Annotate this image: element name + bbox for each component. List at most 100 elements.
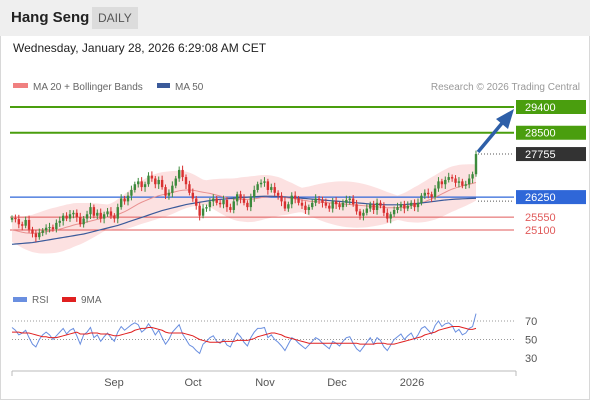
candle-body (253, 189, 256, 198)
candle-body (34, 233, 38, 238)
candle-body (27, 219, 31, 230)
pivot-tag (516, 190, 586, 205)
candle-body (82, 218, 85, 225)
candle-body (273, 187, 276, 193)
timeframe-badge[interactable]: DAILY (92, 7, 138, 29)
target-tag (516, 100, 586, 114)
candle-body (331, 201, 334, 209)
candle-body (167, 192, 171, 196)
forecast-arrow-head (496, 109, 514, 129)
candle-body (314, 198, 317, 203)
rsi-legend: RSI 9MA (13, 295, 102, 306)
candle-body (471, 174, 474, 179)
x-tick-label: Dec (327, 377, 347, 389)
candle-body (338, 204, 341, 208)
candle-body (137, 181, 140, 185)
candle-body (413, 202, 416, 208)
candle-body (232, 201, 235, 210)
rsi-line (11, 313, 477, 355)
candle-body (85, 214, 89, 219)
candle-body (382, 205, 386, 213)
candle-body (150, 175, 154, 179)
rsi-ma-line (12, 326, 477, 345)
candle-body (450, 177, 454, 179)
candle-body (365, 208, 369, 213)
candle-body (212, 198, 215, 202)
instrument-title: Hang Seng (11, 9, 90, 26)
candle-body (14, 217, 17, 220)
candle-body (444, 179, 447, 185)
candle-body (263, 181, 266, 183)
candle-body (396, 207, 399, 210)
candle-body (10, 217, 14, 220)
candle-body (113, 215, 116, 219)
candle-body (464, 184, 467, 186)
candle-body (467, 178, 471, 185)
x-tick-label: 2026 (400, 377, 424, 389)
bollinger-band (12, 164, 476, 254)
rsi-tick-label: 30 (525, 353, 537, 365)
candle-body (420, 195, 423, 203)
ma9-legend-label: 9MA (81, 295, 102, 306)
rsi-panel: 70 50 30 (11, 313, 537, 365)
candle-body (119, 198, 123, 208)
candle-body (123, 198, 126, 202)
candle-body (454, 178, 457, 183)
ma50-legend-label: MA 50 (175, 82, 204, 93)
candle-body (304, 205, 307, 210)
candle-body (362, 212, 365, 216)
candle-body (174, 178, 177, 186)
candle-body (61, 215, 65, 221)
candle-body (427, 192, 430, 195)
candle-body (215, 198, 218, 203)
candle-body (92, 207, 96, 216)
candle-body (109, 211, 113, 216)
legend: MA 20 + Bollinger Bands MA 50 Research ©… (13, 82, 580, 93)
candle-body (225, 199, 229, 208)
candle-body (399, 204, 403, 208)
candle-body (38, 232, 41, 238)
candle-body (280, 195, 283, 202)
candle-body (334, 201, 338, 205)
support-label: 25550 (525, 212, 556, 224)
candle-body (256, 184, 259, 190)
candle-body (55, 222, 58, 230)
chart-datetime: Wednesday, January 28, 2026 6:29:08 AM C… (13, 41, 267, 55)
candle-body (154, 178, 157, 185)
candle-body (276, 192, 280, 196)
candle-body (229, 207, 232, 210)
candle-body (195, 198, 198, 206)
rsi-legend-swatch (13, 297, 27, 302)
ma20-legend-label: MA 20 + Bollinger Bands (33, 82, 143, 93)
candle-body (461, 181, 464, 186)
candle-body (133, 184, 137, 190)
candle-body (188, 184, 191, 193)
candle-body (457, 181, 461, 183)
candle-body (321, 199, 324, 203)
candle-body (246, 202, 249, 208)
candle-body (369, 204, 372, 209)
candle-body (307, 207, 311, 210)
candle-body (143, 184, 147, 188)
candle-body (406, 205, 409, 209)
ma20-legend-swatch (13, 83, 28, 88)
candle-body (205, 207, 208, 209)
candle-body (266, 181, 270, 190)
x-tick-label: Nov (255, 377, 275, 389)
candle-body (222, 199, 225, 205)
rsi-legend-label: RSI (32, 295, 49, 306)
forecast-arrow-shaft (476, 120, 505, 154)
candle-body (293, 195, 297, 199)
candle-body (164, 187, 167, 196)
credit-text: Research © 2026 Trading Central (431, 82, 580, 93)
candle-body (287, 204, 290, 209)
candle-body (348, 198, 351, 200)
candle-body (198, 205, 201, 216)
candle-body (351, 198, 355, 205)
candle-body (297, 198, 300, 203)
candle-body (440, 181, 444, 185)
candle-body (290, 195, 293, 205)
candle-body (126, 195, 130, 202)
